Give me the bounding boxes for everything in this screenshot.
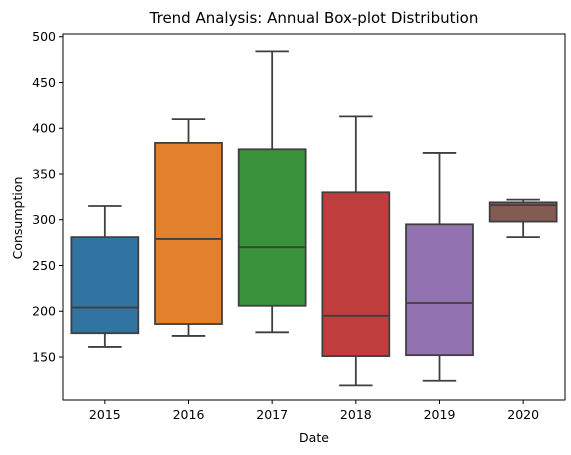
x-tick-label-2019: 2019 [424, 407, 456, 422]
plot-frame [62, 33, 566, 401]
y-tick-label-400: 400 [32, 121, 56, 136]
y-tick-label-250: 250 [32, 258, 56, 273]
iqr-box-2017 [237, 148, 307, 307]
box-2018 [321, 115, 391, 387]
box-2016 [154, 118, 223, 337]
y-tick-label-450: 450 [32, 75, 56, 90]
y-axis-ticks: 150 200 250 300 350 400 450 500 [32, 29, 63, 364]
box-2017 [237, 50, 307, 334]
x-axis-label: Date [299, 430, 329, 445]
x-tick-label-2017: 2017 [256, 407, 288, 422]
chart-title: Trend Analysis: Annual Box-plot Distribu… [149, 9, 479, 27]
iqr-box-2018 [321, 191, 391, 357]
x-axis-ticks: 2015 2016 2017 2018 2019 2020 [89, 400, 539, 422]
y-tick-label-150: 150 [32, 349, 56, 364]
x-tick-label-2015: 2015 [89, 407, 121, 422]
x-tick-label-2016: 2016 [173, 407, 205, 422]
y-tick-label-350: 350 [32, 166, 56, 181]
iqr-box-2016 [154, 141, 223, 325]
x-tick-label-2020: 2020 [507, 407, 539, 422]
box-2015 [70, 205, 140, 348]
iqr-box-2020 [488, 201, 558, 223]
box-2019 [405, 152, 474, 382]
y-tick-label-200: 200 [32, 304, 56, 319]
box-group [70, 50, 558, 387]
y-tick-label-300: 300 [32, 212, 56, 227]
box-2020 [488, 198, 558, 239]
y-tick-label-500: 500 [32, 29, 56, 44]
x-tick-label-2018: 2018 [340, 407, 372, 422]
iqr-box-2019 [405, 223, 474, 357]
y-axis-label: Consumption [10, 177, 25, 260]
iqr-box-2015 [70, 236, 140, 335]
